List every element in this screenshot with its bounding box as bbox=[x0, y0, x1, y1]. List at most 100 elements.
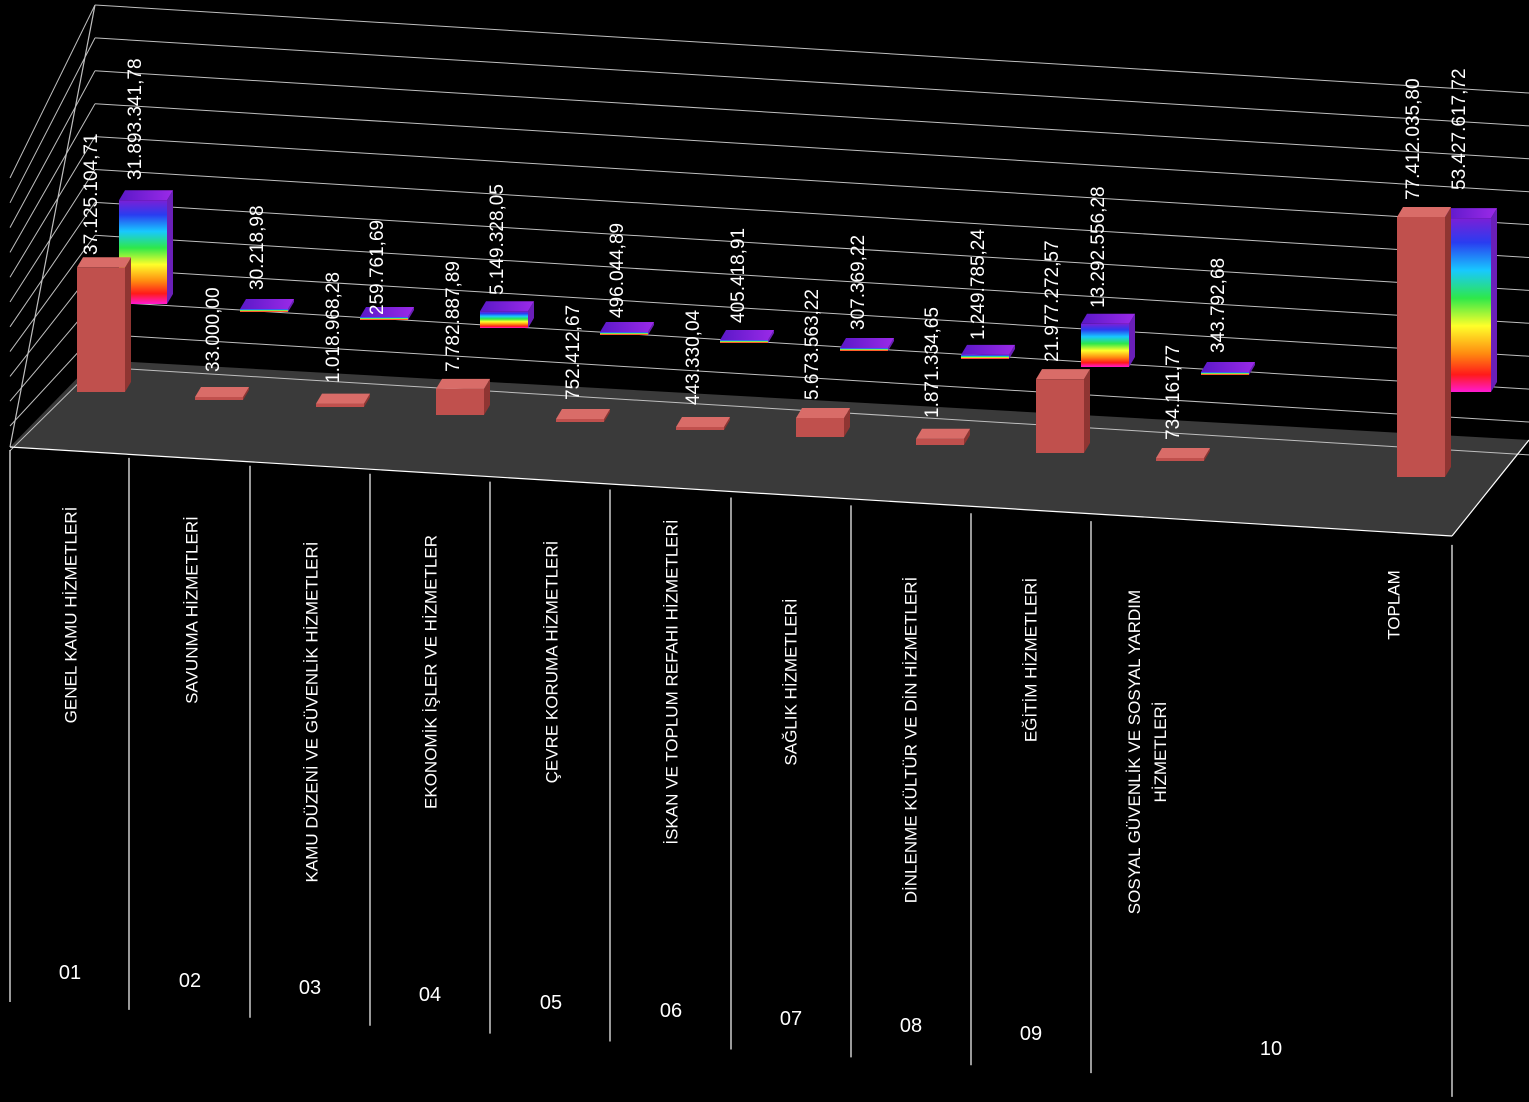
data-label-series1: 443.330,04 bbox=[683, 309, 704, 405]
bar-top bbox=[961, 344, 1015, 355]
data-label-series1: 33.000,00 bbox=[203, 287, 224, 372]
bar-series1 bbox=[316, 393, 370, 407]
bar-series2 bbox=[840, 338, 894, 351]
gridline-side bbox=[9, 37, 96, 204]
bar-top bbox=[720, 330, 774, 340]
data-label-series1: 21.977.272,57 bbox=[1042, 240, 1063, 362]
gridline-side bbox=[9, 169, 96, 303]
bar-series2 bbox=[961, 344, 1015, 359]
data-labels: 37.125.104,71 31.893.341,78 33.000,00 30.21… bbox=[81, 58, 1470, 440]
bar-side bbox=[1129, 313, 1135, 367]
bar-top bbox=[119, 190, 173, 201]
gridline bbox=[94, 136, 1529, 226]
gridline-side bbox=[9, 4, 96, 179]
category-code: 07 bbox=[780, 1008, 802, 1030]
data-label-series1: 734.161,77 bbox=[1163, 345, 1184, 440]
bar-top bbox=[600, 322, 654, 332]
bar-top bbox=[480, 301, 534, 312]
bar-side bbox=[888, 338, 894, 351]
bar-top bbox=[1036, 369, 1090, 380]
bar-series2 bbox=[480, 301, 534, 328]
category-label: EKONOMİK İŞLER VE HİZMETLER bbox=[421, 535, 440, 809]
bar-top bbox=[840, 338, 894, 348]
bar-top bbox=[1397, 207, 1451, 217]
bar-series1 bbox=[1156, 448, 1210, 461]
category-label: EĞİTİM HİZMETLERİ bbox=[1021, 578, 1040, 742]
data-label-series2: 259.761,69 bbox=[367, 220, 388, 315]
data-label-series2: 30.218,98 bbox=[247, 205, 268, 290]
bar-side bbox=[1491, 208, 1497, 392]
floor-plane bbox=[10, 360, 1529, 536]
bar-top bbox=[316, 393, 370, 404]
bar-series1 bbox=[556, 409, 610, 422]
data-label-series2: 13.292.556,28 bbox=[1088, 186, 1109, 308]
category-code: 10 bbox=[1260, 1038, 1282, 1060]
bar-side bbox=[1084, 369, 1090, 453]
bar-top bbox=[436, 378, 490, 389]
gridline bbox=[94, 169, 1529, 258]
bar-top bbox=[556, 409, 610, 419]
category-table: GENEL KAMU HİZMETLERİ SAVUNMA HİZMETLERİ K… bbox=[9, 439, 1529, 1097]
bar-top bbox=[360, 307, 414, 317]
category-label: SAĞLIK HİZMETLERİ bbox=[781, 598, 800, 765]
data-label-series1: 752.412,67 bbox=[563, 305, 584, 400]
gridline bbox=[94, 300, 1529, 390]
data-label-series2: 53.427.617,72 bbox=[1449, 68, 1470, 190]
bar-side bbox=[844, 407, 850, 437]
bar-side bbox=[243, 387, 249, 400]
bar-top bbox=[77, 257, 131, 268]
gridline-side bbox=[9, 202, 96, 328]
bar-series2 bbox=[600, 322, 654, 335]
category-code: 06 bbox=[660, 1000, 682, 1022]
bar-series2 bbox=[360, 307, 414, 320]
bar-series1 bbox=[1397, 207, 1451, 477]
bar-top bbox=[676, 417, 730, 427]
floor-right-edge bbox=[1451, 439, 1529, 537]
bar-top bbox=[240, 299, 294, 309]
bar-series2 bbox=[1443, 208, 1497, 392]
category-code: 09 bbox=[1020, 1023, 1042, 1045]
bar-face bbox=[480, 311, 528, 328]
bar-face bbox=[796, 417, 844, 437]
bar-side bbox=[167, 190, 173, 304]
bar-side bbox=[1445, 207, 1451, 477]
bar-series1 bbox=[1036, 369, 1090, 453]
gridline bbox=[94, 37, 1529, 127]
bar-face bbox=[556, 419, 604, 422]
bar-face bbox=[720, 340, 768, 343]
gridline bbox=[94, 4, 1529, 94]
gridline bbox=[94, 234, 1529, 324]
category-label: İSKAN VE TOPLUM REFAHI HİZMETLERİ bbox=[662, 519, 681, 844]
category-label: SAVUNMA HİZMETLERİ bbox=[182, 516, 201, 704]
category-label: ÇEVRE KORUMA HİZMETLERİ bbox=[542, 541, 561, 784]
category-code: 04 bbox=[419, 984, 441, 1006]
data-label-series1: 7.782.887,89 bbox=[443, 261, 464, 372]
bar-series1 bbox=[195, 387, 249, 400]
chart-floor bbox=[10, 360, 1529, 536]
gridline bbox=[94, 201, 1529, 291]
gridline bbox=[94, 70, 1529, 160]
data-label-series2: 343.792,68 bbox=[1208, 258, 1229, 353]
bar-side bbox=[768, 330, 774, 343]
bar-side bbox=[484, 378, 490, 415]
gridline-side bbox=[9, 235, 96, 352]
bar-side bbox=[528, 301, 534, 328]
bar-face bbox=[600, 332, 648, 335]
data-label-series2: 496.044,89 bbox=[607, 223, 628, 318]
bar-side bbox=[964, 428, 970, 445]
bar-side bbox=[1249, 362, 1255, 375]
bar-face bbox=[676, 427, 724, 430]
category-label: DİNLENME KÜLTÜR VE DİN HİZMETLERİ bbox=[901, 577, 920, 904]
category-code: 03 bbox=[299, 977, 321, 999]
data-label-series1: 1.871.334,65 bbox=[922, 307, 943, 418]
bar-series2 bbox=[1081, 313, 1135, 367]
bar-face bbox=[316, 403, 364, 407]
bar-top bbox=[195, 387, 249, 397]
bar-series2 bbox=[1201, 362, 1255, 375]
bar-series1 bbox=[676, 417, 730, 430]
bar-side bbox=[408, 307, 414, 320]
gridline bbox=[94, 103, 1529, 193]
bar-side bbox=[724, 417, 730, 430]
bar-top bbox=[1201, 362, 1255, 372]
